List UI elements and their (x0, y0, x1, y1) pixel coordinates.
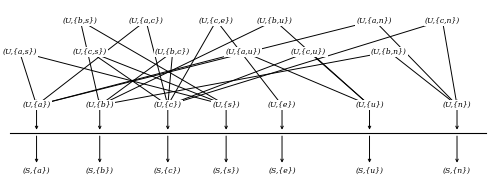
Text: (S,{u}): (S,{u}) (356, 167, 383, 175)
Text: (U,{b,s}): (U,{b,s}) (63, 17, 98, 25)
Text: (U,{c,n}): (U,{c,n}) (425, 17, 460, 25)
Text: (S,{a}): (S,{a}) (23, 167, 51, 175)
Text: (U,{a}): (U,{a}) (22, 101, 51, 109)
Text: (S,{e}): (S,{e}) (268, 167, 296, 175)
Text: (S,{n}): (S,{n}) (443, 167, 471, 175)
Text: (U,{a,s}): (U,{a,s}) (2, 48, 37, 56)
Text: (U,{b,u}): (U,{b,u}) (257, 17, 293, 25)
Text: (U,{c}): (U,{c}) (154, 101, 182, 109)
Text: (U,{c,u}): (U,{c,u}) (291, 48, 326, 56)
Text: (U,{u}): (U,{u}) (355, 101, 384, 109)
Text: (S,{b}): (S,{b}) (86, 167, 114, 175)
Text: (U,{c,s}): (U,{c,s}) (73, 48, 107, 56)
Text: (U,{b,n}): (U,{b,n}) (371, 48, 407, 56)
Text: (S,{s}): (S,{s}) (213, 167, 240, 175)
Text: (S,{c}): (S,{c}) (154, 167, 182, 175)
Text: (U,{b}): (U,{b}) (85, 101, 114, 109)
Text: (U,{a,n}): (U,{a,n}) (357, 17, 392, 25)
Text: (U,{e}): (U,{e}) (268, 101, 296, 109)
Text: (U,{a,u}): (U,{a,u}) (225, 48, 261, 56)
Text: (U,{c,e}): (U,{c,e}) (199, 17, 234, 25)
Text: (U,{a,c}): (U,{a,c}) (128, 17, 163, 25)
Text: (U,{s}): (U,{s}) (212, 101, 240, 109)
Text: (U,{n}): (U,{n}) (443, 101, 471, 109)
Text: (U,{b,c}): (U,{b,c}) (155, 48, 190, 56)
